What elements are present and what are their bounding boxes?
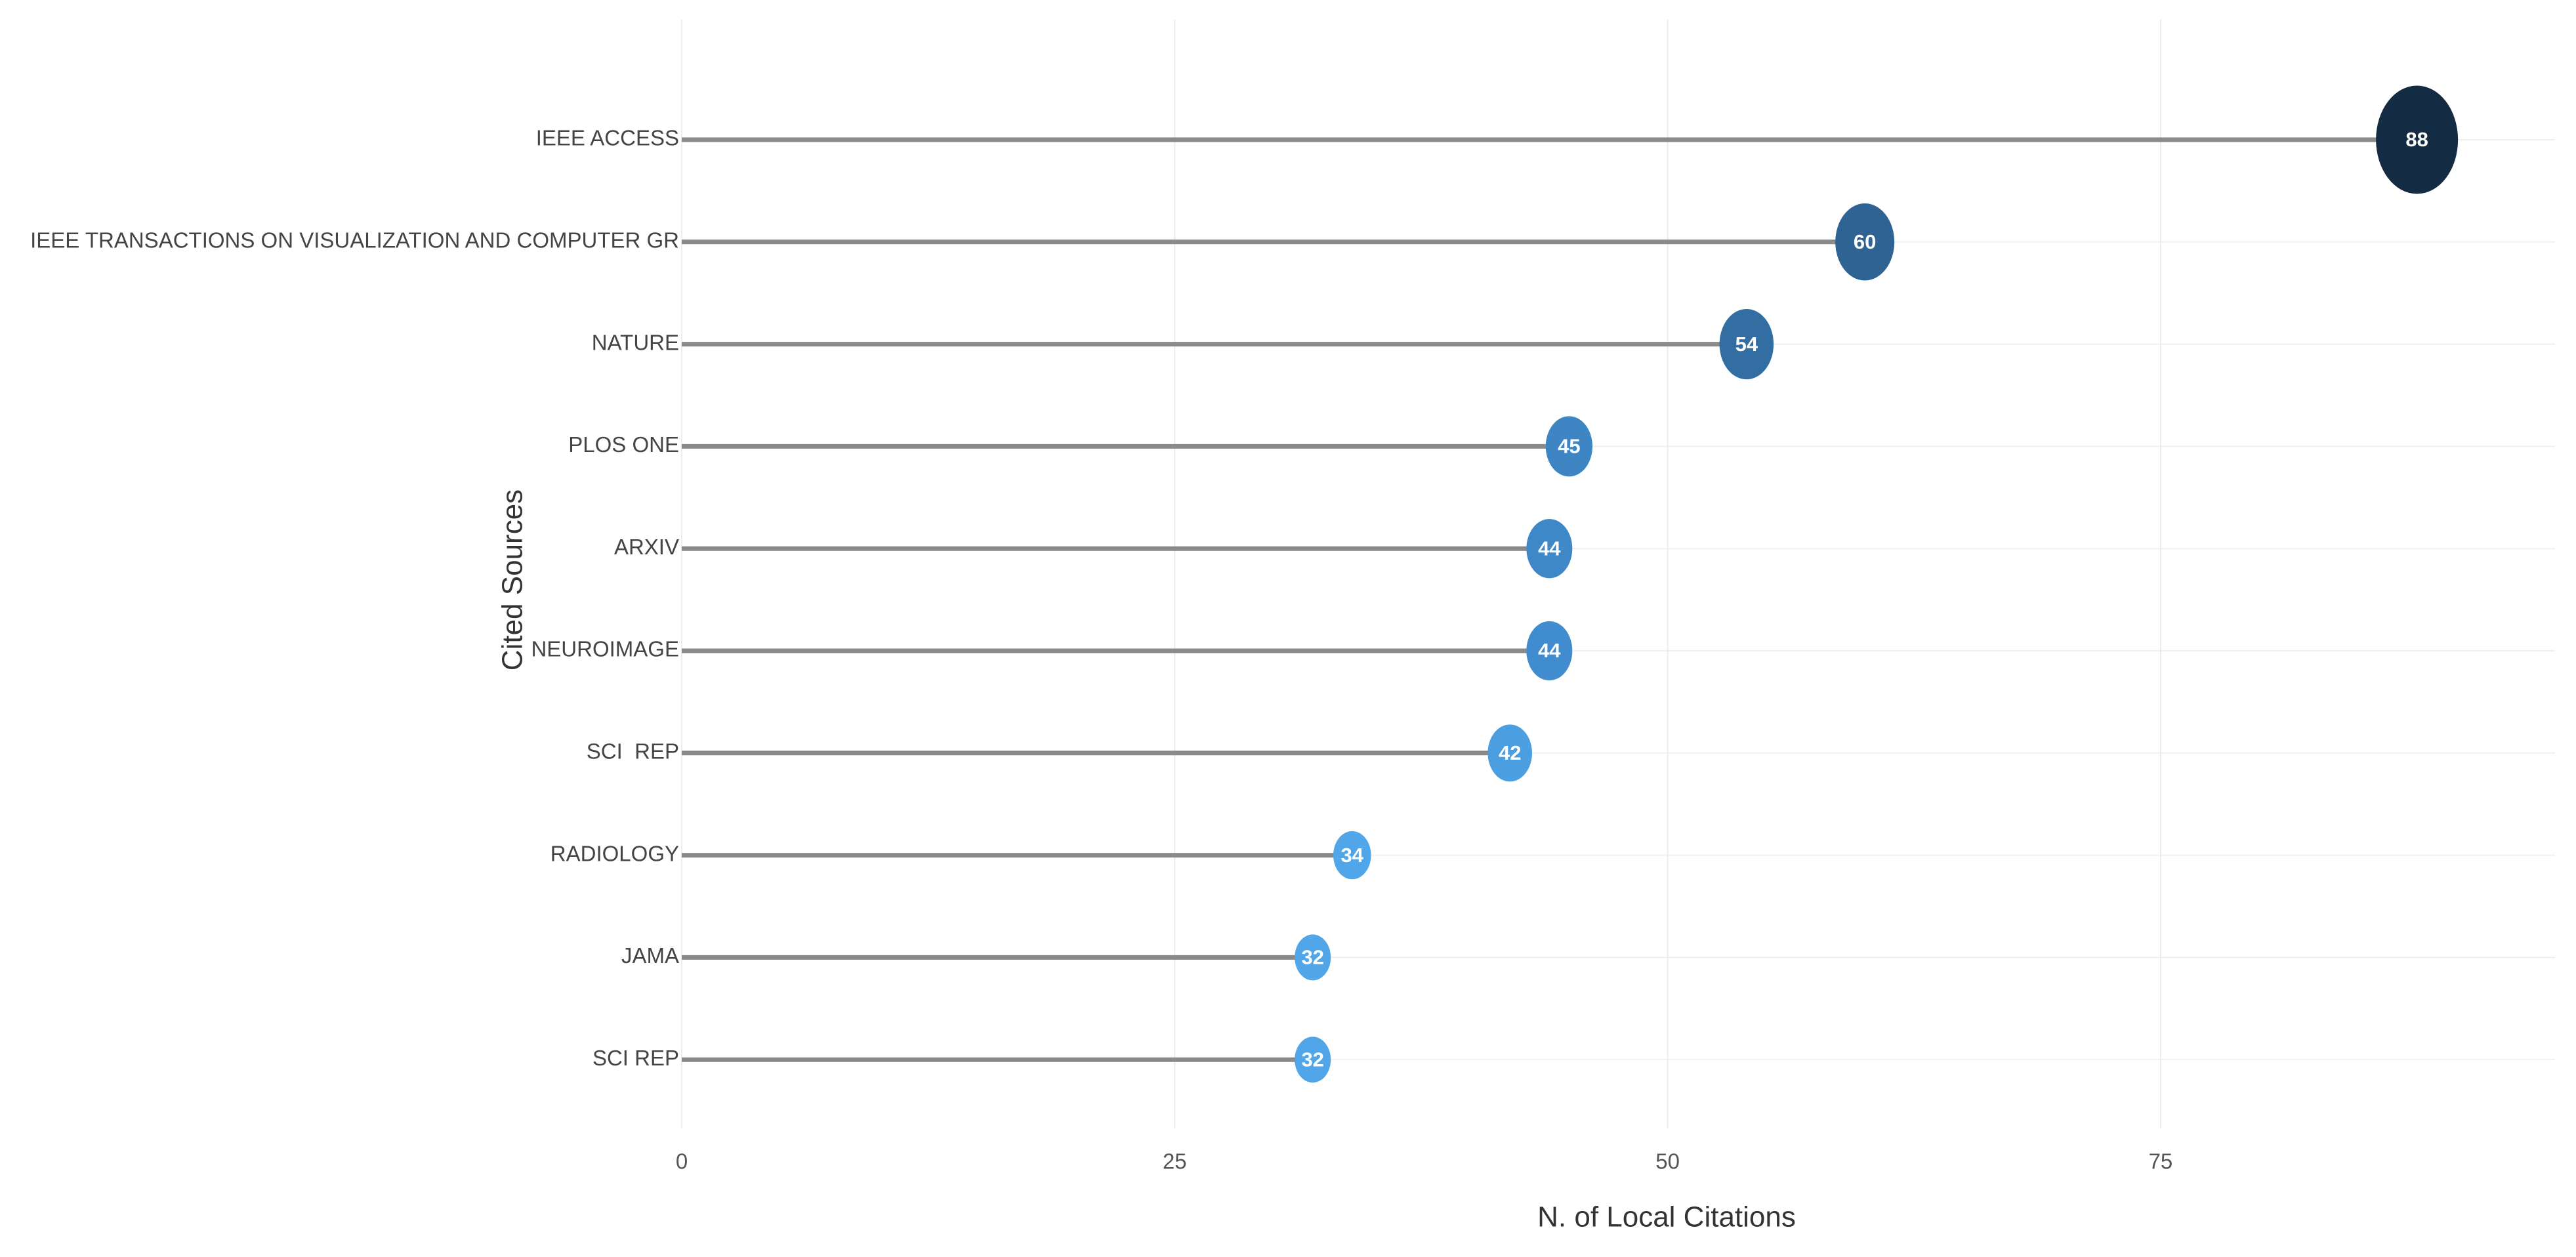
value-label: 44 xyxy=(1538,639,1561,662)
y-tick-label: RADIOLOGY xyxy=(551,841,679,865)
y-tick-label: NATURE xyxy=(592,330,679,354)
point xyxy=(1545,416,1592,477)
y-tick-label: SCI REP xyxy=(592,1046,679,1070)
value-label: 32 xyxy=(1301,946,1323,969)
point xyxy=(1526,621,1573,681)
y-tick-label: NEUROIMAGE xyxy=(531,637,679,661)
value-label: 45 xyxy=(1558,435,1580,458)
y-tick-label: IEEE TRANSACTIONS ON VISUALIZATION AND C… xyxy=(30,228,679,253)
value-label: 34 xyxy=(1341,844,1364,867)
x-tick-label: 0 xyxy=(676,1149,688,1174)
y-tick-label: SCI REP xyxy=(587,739,679,764)
point xyxy=(1295,1037,1331,1083)
y-tick-label: JAMA xyxy=(621,943,679,968)
value-label: 32 xyxy=(1301,1048,1323,1071)
y-axis-title: Cited Sources xyxy=(497,489,529,670)
value-label: 44 xyxy=(1538,537,1561,560)
point xyxy=(1719,308,1774,380)
point xyxy=(1333,831,1371,880)
x-tick-label: 50 xyxy=(1655,1149,1680,1174)
y-tick-label: PLOS ONE xyxy=(568,432,679,457)
point xyxy=(1487,724,1532,782)
y-tick-label: IEEE ACCESS xyxy=(536,126,679,150)
value-label: 88 xyxy=(2405,128,2428,151)
x-tick-label: 25 xyxy=(1163,1149,1187,1174)
x-tick-label: 75 xyxy=(2149,1149,2173,1174)
x-axis-title: N. of Local Citations xyxy=(1537,1201,1796,1233)
point xyxy=(2376,85,2459,194)
value-label: 54 xyxy=(1735,333,1758,356)
point xyxy=(1295,934,1331,981)
y-tick-label: ARXIV xyxy=(614,535,679,559)
value-label: 60 xyxy=(1854,230,1876,253)
point xyxy=(1835,203,1895,281)
value-label: 42 xyxy=(1499,741,1521,764)
point xyxy=(1526,519,1573,579)
